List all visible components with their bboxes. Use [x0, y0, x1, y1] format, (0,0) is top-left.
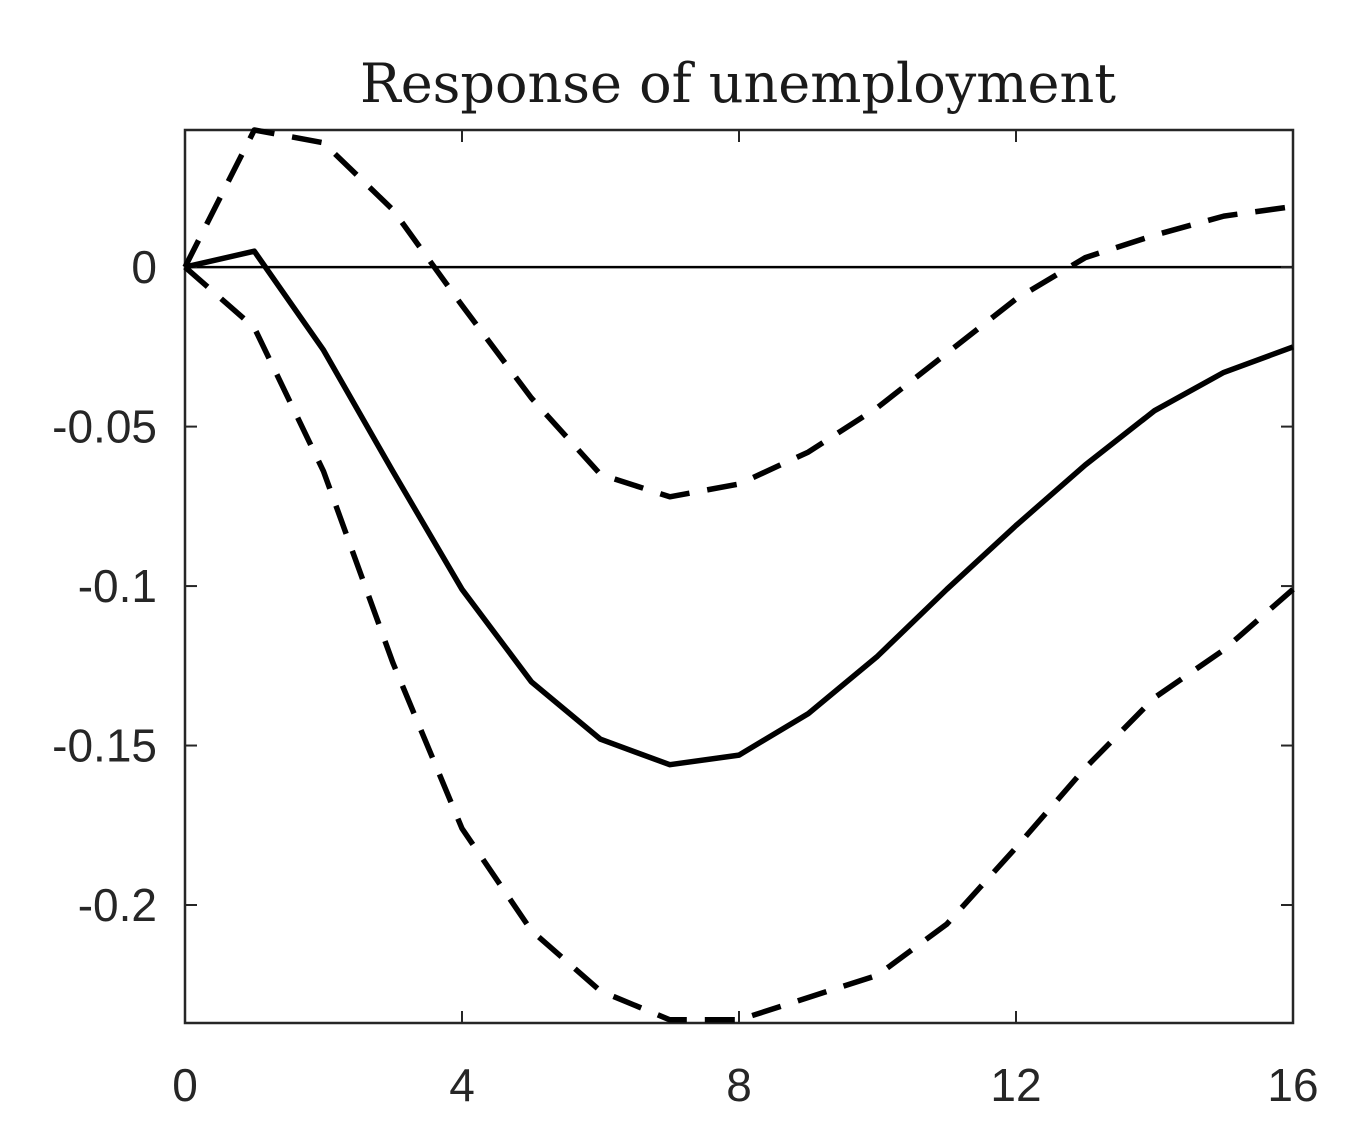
solid-series-line-0: [184, 248, 1294, 768]
y-axis: 0 -0.05 -0.1 -0.15 -0.2: [52, 241, 1293, 931]
x-tick-label: 16: [1267, 1059, 1318, 1111]
chart-title: Response of unemployment: [360, 52, 1116, 115]
y-tick-label: -0.05: [52, 401, 157, 453]
x-tick-label: 4: [449, 1059, 475, 1111]
y-tick-label: -0.2: [78, 879, 157, 931]
dashed-series-line-1: [182, 127, 1294, 500]
series-layer: [182, 127, 1295, 1023]
y-tick-label: 0: [131, 241, 157, 293]
x-axis: 0 4 8 12 16: [172, 130, 1319, 1111]
x-tick-label: 12: [990, 1059, 1041, 1111]
y-tick-label: -0.1: [78, 560, 157, 612]
plot-area-frame: [183, 128, 1295, 1025]
dashed-series-line-2: [183, 265, 1295, 1023]
x-tick-label: 8: [726, 1059, 752, 1111]
y-tick-label: -0.15: [52, 720, 157, 772]
x-tick-label: 0: [172, 1059, 198, 1111]
